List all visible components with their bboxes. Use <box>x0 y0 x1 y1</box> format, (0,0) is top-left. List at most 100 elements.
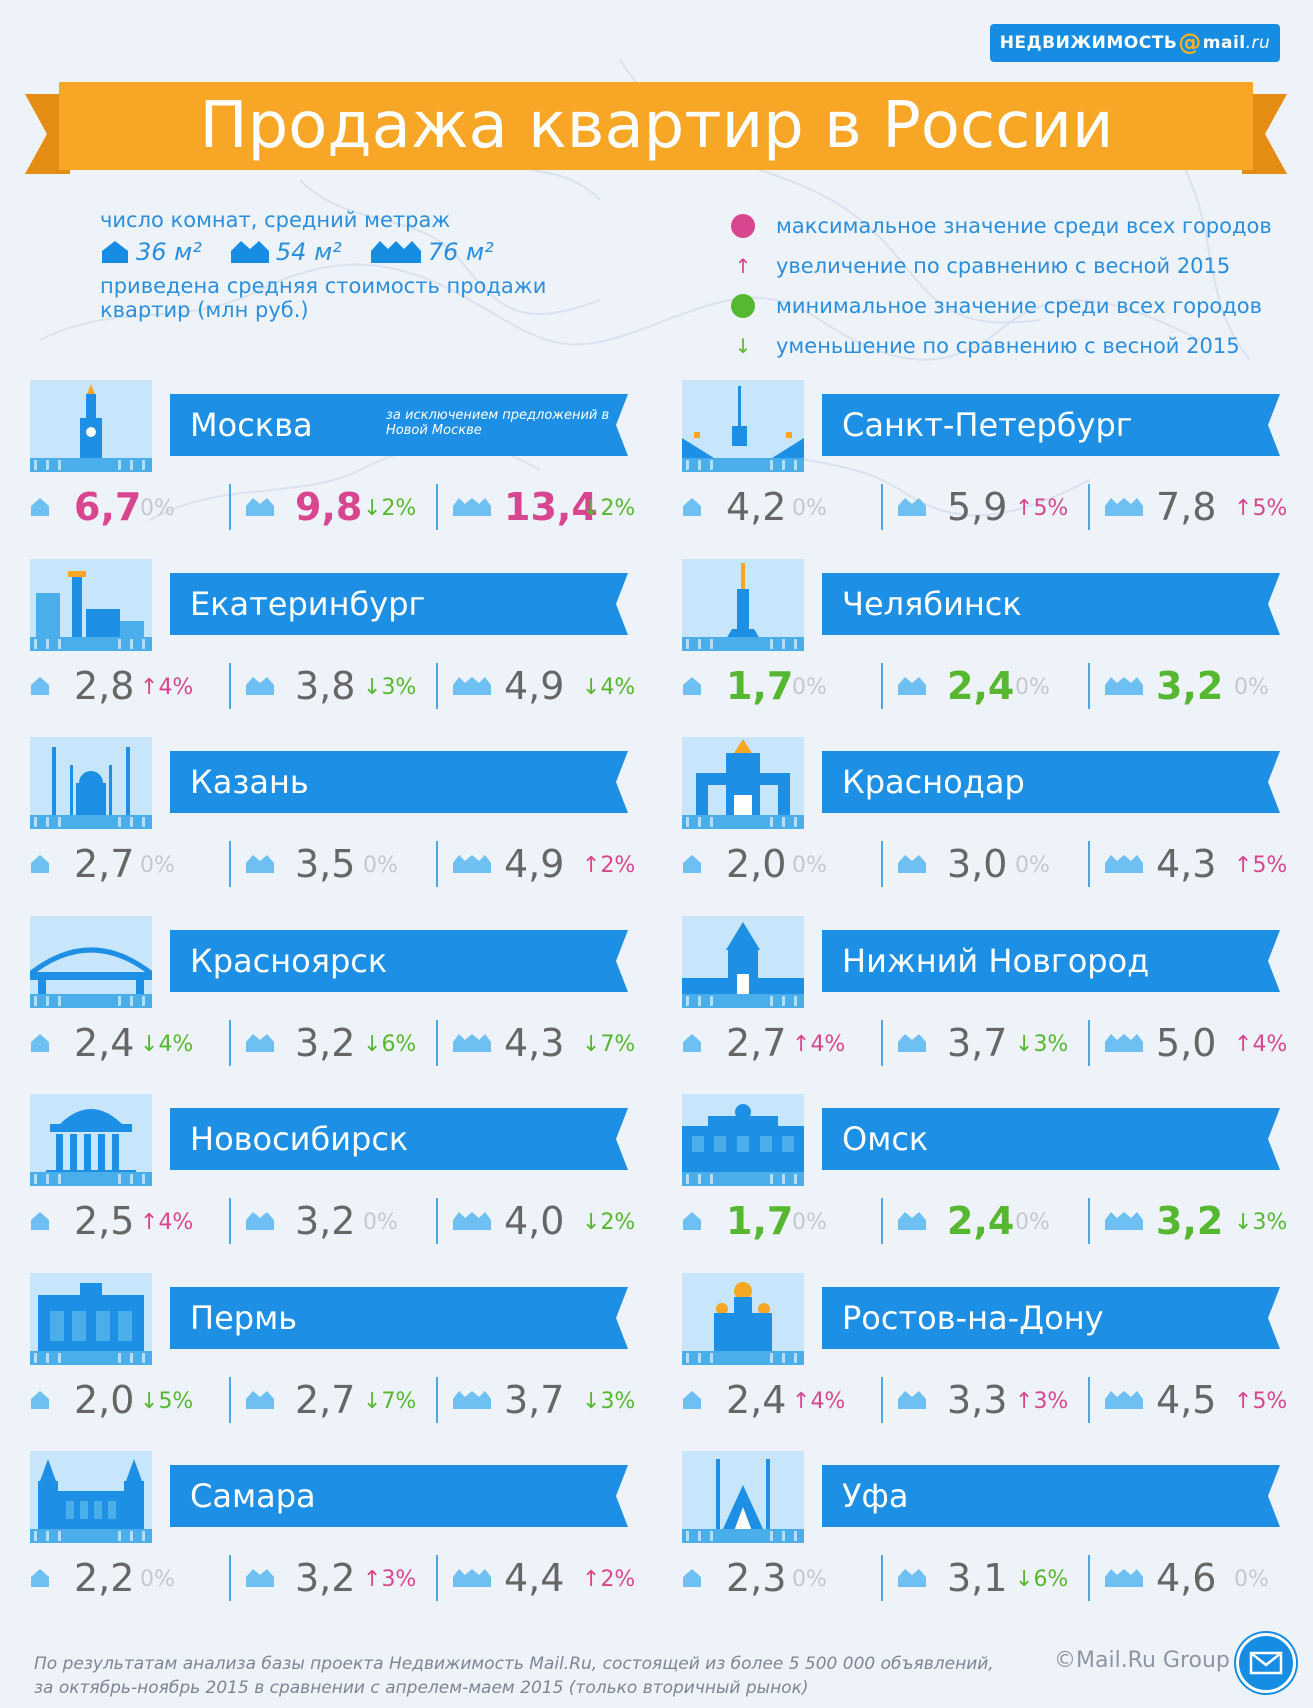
price-change: 0% <box>792 494 827 524</box>
house-2-icon <box>245 855 275 877</box>
price-value: 2,8 <box>74 663 135 708</box>
city-card: Казань 2,7 0% 3,5 0% 4,9 ↑2% <box>30 737 635 905</box>
legend-up-text: увеличение по сравнению с весной 2015 <box>776 254 1231 278</box>
legend-marks: максимальное значение среди всех городов… <box>728 206 1272 366</box>
logo-tld: .ru <box>1245 33 1271 53</box>
price-value: 4,9 <box>504 663 565 708</box>
price-value: 13,4 <box>504 485 598 529</box>
price-change: ↓6% <box>363 1030 416 1060</box>
house-3-icon <box>1104 855 1144 877</box>
city-name-ribbon: Краснодар <box>822 751 1280 813</box>
city-name-ribbon: Пермь <box>170 1286 628 1349</box>
logo-brand: mail <box>1202 33 1246 53</box>
price-cell-3-room: 4,5 ↑5% <box>1104 1375 1287 1425</box>
arrow-up-icon: ↑ <box>582 853 601 878</box>
divider <box>436 1555 438 1601</box>
price-change: ↑5% <box>1234 851 1287 881</box>
city-card: Челябинск 1,7 0% 2,4 0% 3,2 0% <box>682 558 1280 727</box>
price-cell-3-room: 7,8 ↑5% <box>1104 482 1287 532</box>
price-value: 2,4 <box>726 1377 787 1422</box>
house-2-icon <box>897 855 927 877</box>
city-name-ribbon: Москва за исключением предложений в Новой… <box>170 394 628 456</box>
price-change-value: 0% <box>792 1567 827 1592</box>
price-change-value: 7% <box>381 1388 417 1414</box>
arrow-up-icon: ↑ <box>1234 1031 1253 1057</box>
arrow-up-icon: ↑ <box>140 1210 159 1235</box>
price-change: 0% <box>1015 673 1050 703</box>
divider <box>436 1376 438 1423</box>
minaret-icon <box>682 1451 804 1543</box>
city-card: Самара 2,2 0% 3,2 ↑3% 4,4 ↑2% <box>30 1451 635 1619</box>
price-cell-3-room: 4,9 ↑2% <box>452 839 635 889</box>
city-name: Уфа <box>842 1477 909 1515</box>
price-value: 1,7 <box>726 1199 794 1243</box>
arrow-down-icon: ↓ <box>582 496 601 521</box>
divider <box>436 841 438 887</box>
price-row: 2,3 0% 3,1 ↓6% 4,6 0% <box>682 1553 1280 1603</box>
price-change-value: 5% <box>1252 496 1288 521</box>
price-change: 0% <box>792 673 827 703</box>
legend-min: минимальное значение среди всех городов <box>728 286 1272 326</box>
city-name-ribbon: Казань <box>170 751 628 813</box>
price-change-value: 3% <box>600 1388 636 1414</box>
size-2-room: 54 м² <box>230 240 342 264</box>
house-3-icon <box>452 676 492 699</box>
price-change: 0% <box>1015 851 1050 881</box>
price-value: 4,6 <box>1156 1556 1217 1600</box>
price-value: 3,2 <box>295 1020 356 1065</box>
legend-sizes: число комнат, средний метраж 36 м² 54 м²… <box>100 208 600 322</box>
city-name-ribbon: Екатеринбург <box>170 572 628 635</box>
price-change: 0% <box>363 1208 398 1238</box>
price-cell-3-room: 4,3 ↑5% <box>1104 839 1287 889</box>
price-value: 2,4 <box>947 1199 1015 1243</box>
house-1-icon <box>30 498 50 520</box>
house-2-icon <box>245 1390 275 1413</box>
price-change-value: 0% <box>792 1210 827 1235</box>
arch-gate-icon <box>682 737 804 829</box>
price-value: 2,4 <box>74 1020 135 1065</box>
city-name: Екатеринбург <box>190 584 426 623</box>
house-1-icon <box>682 1569 702 1591</box>
city-name-ribbon: Омск <box>822 1108 1280 1170</box>
divider <box>436 484 438 530</box>
city-card: Новосибирск 2,5 ↑4% 3,2 0% 4,0 ↓2% <box>30 1094 635 1262</box>
city-card: Краснодар 2,0 0% 3,0 0% 4,3 ↑5% <box>682 737 1287 905</box>
rooms-label: число комнат, средний метраж <box>100 208 451 232</box>
house-1-icon <box>682 1212 702 1234</box>
house-3-icon <box>452 1390 492 1413</box>
theatre-icon <box>30 1094 152 1186</box>
arrow-up-icon: ↑ <box>1234 853 1253 878</box>
house-3-icon <box>1104 498 1144 520</box>
house-1-icon <box>682 1390 702 1413</box>
price-change-value: 5% <box>1252 853 1288 878</box>
price-value: 5,9 <box>947 485 1008 529</box>
price-value: 3,2 <box>1156 1199 1224 1243</box>
city-name-ribbon: Уфа <box>822 1465 1280 1527</box>
min-dot-icon <box>731 294 755 318</box>
house-3-icon <box>1104 676 1144 699</box>
divider <box>1088 484 1090 530</box>
price-value: 3,2 <box>295 1556 356 1600</box>
price-change: 0% <box>140 851 175 881</box>
price-value: 3,1 <box>947 1556 1008 1600</box>
price-change: ↑4% <box>140 1208 193 1238</box>
divider <box>1088 1376 1090 1423</box>
price-change-value: 6% <box>1033 1567 1069 1592</box>
divider <box>881 484 883 530</box>
size-1-label: 36 м² <box>136 238 202 266</box>
house-3-icon <box>452 1212 492 1234</box>
station-icon <box>30 1451 152 1543</box>
legend-max-text: максимальное значение среди всех городов <box>776 214 1272 238</box>
divider <box>881 841 883 887</box>
house-2-icon <box>230 241 269 263</box>
house-2-icon <box>245 1033 275 1056</box>
mail-envelope-icon[interactable] <box>1236 1633 1296 1693</box>
arrow-down-icon: ↓ <box>734 334 752 358</box>
price-change-value: 2% <box>600 1567 636 1592</box>
price-cell-3-room: 4,6 0% <box>1104 1553 1280 1603</box>
house-1-icon <box>30 1212 50 1234</box>
mail-ru-realty-logo[interactable]: НЕДВИЖИМОСТЬ @ mail .ru <box>990 24 1280 62</box>
price-value: 4,5 <box>1156 1377 1217 1422</box>
price-cell-2-room: 3,2 ↑3% <box>245 1553 445 1603</box>
